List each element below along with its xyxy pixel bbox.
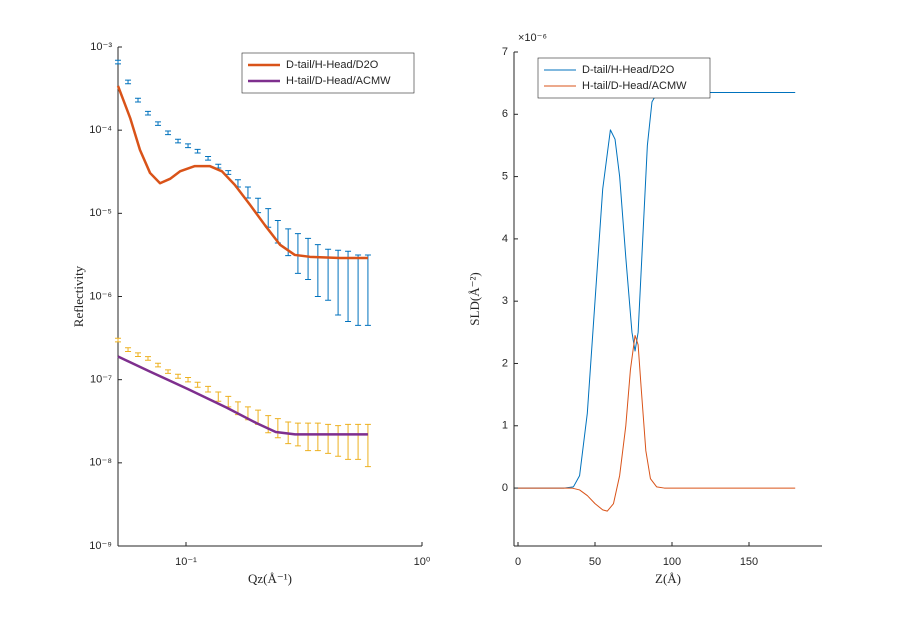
- x-tick-label: 10⁰: [414, 556, 431, 568]
- y-axis-label: SLD(Å⁻²): [467, 272, 482, 325]
- x-tick-label: 0: [515, 556, 521, 568]
- error-bar: [165, 369, 172, 374]
- error-bar: [345, 250, 352, 323]
- y-tick-label: 7: [502, 46, 508, 58]
- error-bar: [115, 59, 121, 65]
- error-bar: [355, 254, 362, 326]
- axes: 0 50 100 150 0 1 2 3 4 5 6 7 Z(Å) SLD(Å⁻²) ×10⁻⁶: [467, 32, 822, 586]
- x-tick-label: 150: [740, 556, 758, 568]
- series-line: [116, 85, 368, 260]
- error-bar: [325, 423, 332, 454]
- error-bar: [125, 347, 132, 353]
- error-bar: [205, 155, 212, 161]
- y-tick-label: 5: [502, 170, 508, 182]
- y-tick-label: 2: [502, 357, 508, 369]
- legend-label: H-tail/D-Head/ACMW: [582, 80, 687, 92]
- error-bar: [314, 422, 321, 452]
- y-tick-label: 3: [502, 295, 508, 307]
- error-bar: [194, 381, 201, 388]
- error-bar: [314, 244, 321, 297]
- error-bar: [294, 233, 301, 274]
- error-bar: [335, 249, 342, 316]
- error-bar: [335, 425, 342, 457]
- y-tick-label: 10⁻⁷: [90, 374, 112, 386]
- y-tick-label: 10⁻⁵: [89, 207, 112, 219]
- y-tick-label: 1: [502, 420, 508, 432]
- error-bar: [144, 110, 151, 116]
- y-tick-label: 10⁻⁸: [89, 457, 112, 469]
- y-tick-label: 10⁻⁴: [89, 124, 112, 136]
- x-tick-label: 100: [663, 556, 681, 568]
- legend-label: D-tail/H-Head/D2O: [286, 59, 379, 71]
- error-bar: [194, 148, 201, 154]
- y-tick-label: 4: [502, 233, 508, 245]
- axes: 10⁻¹ 10⁰ 10⁻⁹ 10⁻⁸ 10⁻⁷ 10⁻⁶ 10⁻⁵ 10⁻⁴ 10⁻³ Qz(Å⁻…: [71, 41, 431, 586]
- error-bar: [115, 337, 121, 343]
- error-bar: [185, 143, 192, 149]
- series-line: [117, 355, 368, 436]
- y-axis-label: Reflectivity: [71, 265, 86, 327]
- error-bar: [155, 121, 162, 126]
- error-bar: [155, 362, 162, 368]
- error-bar: [165, 130, 172, 136]
- error-bar: [135, 97, 142, 103]
- legend-label: D-tail/H-Head/D2O: [582, 64, 675, 76]
- error-bar: [144, 356, 151, 361]
- x-tick-label: 10⁻¹: [175, 556, 197, 568]
- x-tick-label: 50: [589, 556, 601, 568]
- y-tick-label: 6: [502, 108, 508, 120]
- y-tick-label: 10⁻³: [90, 41, 112, 53]
- x-axis-label: Qz(Å⁻¹): [248, 571, 292, 586]
- legend: D-tail/H-Head/D2O H-tail/D-Head/ACMW: [537, 57, 711, 99]
- error-bar: [125, 79, 132, 85]
- error-bar: [135, 352, 142, 357]
- error-bar: [364, 423, 371, 468]
- error-bar: [355, 423, 362, 460]
- legend: D-tail/H-Head/D2O H-tail/D-Head/ACMW: [241, 52, 415, 94]
- legend-label: H-tail/D-Head/ACMW: [286, 75, 391, 87]
- error-bar: [345, 423, 352, 460]
- y-tick-label: 10⁻⁶: [89, 290, 112, 302]
- error-bar: [185, 377, 192, 383]
- y-multiplier: ×10⁻⁶: [518, 32, 547, 44]
- error-bar: [364, 254, 371, 326]
- error-bar: [175, 373, 182, 379]
- error-bar: [205, 385, 212, 393]
- series-line: [518, 91, 796, 489]
- error-bar: [305, 422, 312, 452]
- error-bar: [305, 237, 312, 281]
- error-bar: [175, 138, 182, 144]
- x-axis-label: Z(Å): [655, 571, 681, 586]
- y-tick-label: 0: [502, 482, 508, 494]
- y-tick-label: 10⁻⁹: [89, 540, 112, 552]
- error-bar: [274, 418, 281, 439]
- legend-box: [537, 57, 711, 99]
- legend-box: [241, 52, 415, 94]
- series-line: [518, 334, 796, 512]
